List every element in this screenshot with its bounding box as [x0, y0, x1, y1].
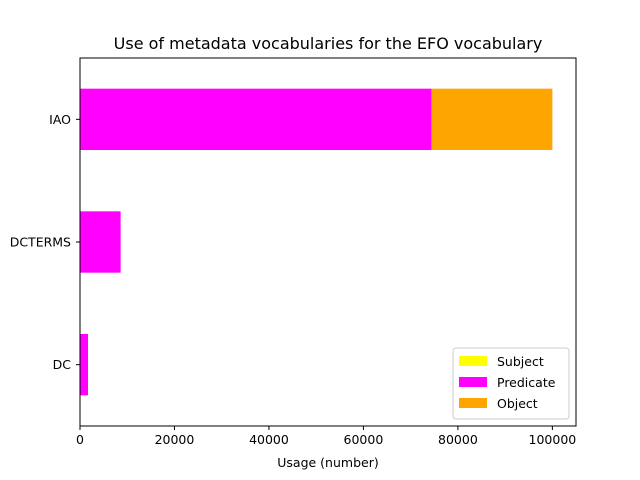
- y-tick-label-dcterms: DCTERMS: [10, 235, 71, 250]
- x-axis-label: Usage (number): [277, 455, 378, 470]
- bar-dc-predicate: [80, 334, 89, 396]
- bar-iao-predicate: [80, 88, 432, 150]
- legend-label-predicate: Predicate: [497, 375, 556, 390]
- y-tick-label-dc: DC: [53, 357, 72, 372]
- x-tick-label: 100000: [529, 432, 577, 447]
- y-axis: DC DCTERMS IAO: [10, 112, 80, 372]
- legend-swatch-object: [459, 398, 487, 408]
- x-tick-label: 80000: [438, 432, 478, 447]
- bar-iao-object: [431, 88, 553, 150]
- x-tick-label: 60000: [344, 432, 384, 447]
- legend-swatch-predicate: [459, 377, 487, 387]
- legend: Subject Predicate Object: [452, 347, 570, 420]
- y-tick-label-iao: IAO: [49, 112, 71, 127]
- chart-title: Use of metadata vocabularies for the EFO…: [114, 34, 543, 53]
- x-tick-label: 20000: [155, 432, 195, 447]
- bar-dcterms-predicate: [80, 211, 121, 273]
- x-tick-label: 0: [76, 432, 84, 447]
- x-axis: 0 20000 40000 60000 80000 100000: [76, 426, 576, 447]
- x-tick-label: 40000: [249, 432, 289, 447]
- legend-swatch-subject: [459, 356, 487, 366]
- legend-label-subject: Subject: [497, 354, 544, 369]
- legend-label-object: Object: [497, 396, 538, 411]
- plot-area: [80, 88, 553, 396]
